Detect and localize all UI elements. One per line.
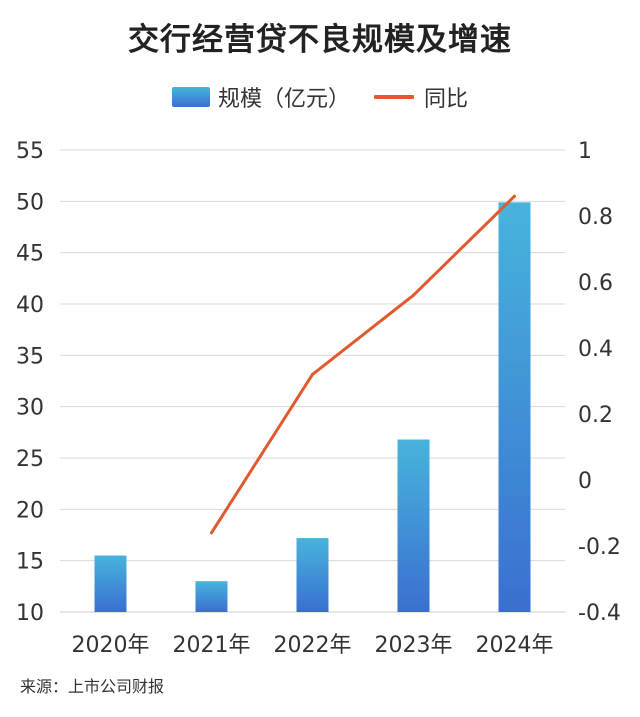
legend-item-line[interactable]: 同比: [374, 80, 468, 114]
legend-line-label: 同比: [424, 87, 469, 112]
left-tick-label: 35: [16, 344, 44, 369]
bar-series: [94, 202, 531, 613]
line-point-2021年[interactable]: [210, 531, 213, 535]
left-tick-label: 20: [16, 498, 44, 523]
left-tick-label: 25: [16, 447, 44, 472]
left-tick-label: 50: [16, 190, 44, 215]
chart-title: 交行经营贷不良规模及增速: [128, 22, 512, 58]
x-tick-label: 2024年: [476, 633, 554, 658]
yoy-line[interactable]: [210, 194, 516, 535]
right-axis-ticks: -0.4 -0.2 0 0.2 0.4 0.6 0.8 1: [578, 139, 621, 626]
x-tick-label: 2021年: [173, 633, 251, 658]
right-tick-label: -0.4: [578, 601, 621, 626]
gridlines: [60, 149, 565, 613]
left-tick-label: 10: [16, 601, 44, 626]
right-tick-label: -0.2: [578, 535, 621, 560]
line-point-2023年[interactable]: [412, 293, 415, 297]
right-tick-label: 1: [578, 139, 592, 164]
left-tick-label: 40: [16, 293, 44, 318]
right-tick-label: 0: [578, 469, 592, 494]
left-tick-label: 30: [16, 396, 44, 421]
left-tick-label: 15: [16, 550, 44, 575]
x-tick-label: 2023年: [375, 633, 453, 658]
source-note: 来源：上市公司财报: [20, 677, 165, 696]
bar-2024年[interactable]: [498, 202, 531, 613]
line-point-2024年[interactable]: [513, 194, 516, 198]
x-tick-label: 2022年: [274, 633, 352, 658]
legend-bar-label: 规模（亿元）: [218, 87, 351, 112]
right-tick-label: 0.8: [578, 205, 613, 230]
right-tick-label: 0.4: [578, 337, 613, 362]
legend: 规模（亿元） 同比: [0, 80, 640, 114]
left-axis-ticks: 10 15 20 25 30 35 40 45 50 55: [16, 139, 44, 626]
line-point-2022年[interactable]: [311, 372, 314, 376]
right-tick-label: 0.2: [578, 403, 613, 428]
left-tick-label: 45: [16, 242, 44, 267]
bar-2023年[interactable]: [397, 439, 430, 612]
bar-2021年[interactable]: [195, 581, 228, 612]
legend-item-bar[interactable]: 规模（亿元）: [172, 80, 350, 114]
x-axis-ticks: 2020年 2021年 2022年 2023年 2024年: [72, 633, 554, 658]
line-series: [210, 194, 516, 535]
legend-line-swatch: [374, 95, 414, 99]
x-tick-label: 2020年: [72, 633, 150, 658]
bar-2020年[interactable]: [94, 555, 127, 612]
bar-2022年[interactable]: [296, 538, 329, 612]
right-tick-label: 0.6: [578, 271, 613, 296]
left-tick-label: 55: [16, 139, 44, 164]
legend-bar-swatch: [172, 87, 210, 107]
